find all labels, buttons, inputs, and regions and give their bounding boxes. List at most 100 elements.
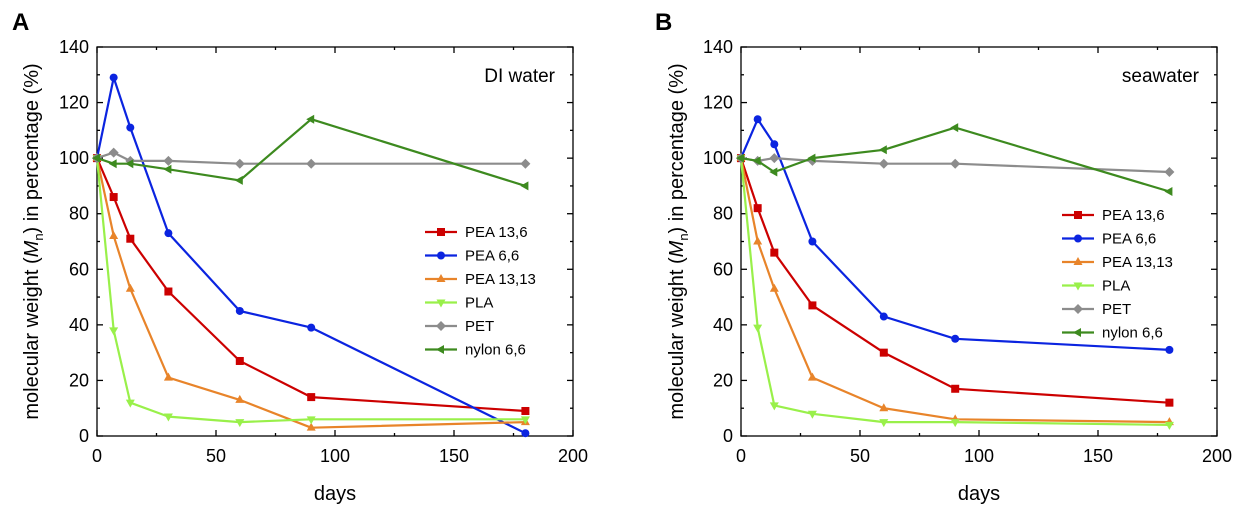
data-point [109,327,119,336]
data-point [125,283,135,292]
data-point [235,306,244,315]
y-tick-label: 60 [69,259,89,279]
y-tick-label: 60 [713,259,733,279]
series-nylon-6-6 [92,114,529,191]
data-point [163,372,173,381]
series-pea-6-6 [737,115,1174,354]
data-point [753,324,763,333]
data-point [951,384,960,393]
legend-marker [1073,282,1083,291]
data-point [950,419,960,428]
data-point [235,394,245,403]
y-axis-title-suffix: ) in percentage (%) [21,63,43,233]
data-point [306,416,316,425]
data-point [807,153,816,163]
data-point [878,158,889,169]
y-tick-label: 20 [69,370,89,390]
panel-letter: B [655,9,672,36]
panel-letter: A [12,9,29,36]
data-point [520,416,530,425]
data-point [1164,421,1174,430]
y-tick-label: 0 [79,426,89,446]
x-tick-label: 200 [1202,446,1232,466]
legend-entry: nylon 6,6 [1062,325,1163,342]
series-nylon-6-6 [736,123,1173,196]
data-point [1164,167,1175,178]
series-pea-13-13 [92,153,530,431]
medium-annotation: seawater [1122,66,1200,87]
x-tick-label: 200 [558,446,588,466]
data-point [769,153,780,164]
data-point [306,158,317,169]
y-tick-label: 80 [69,204,89,224]
data-point [951,334,960,343]
data-point [807,372,817,381]
chart-panel-a: A 0 20 40 60 80 100 120 140 0 50 100 150 200 days molec… [12,9,588,505]
y-axis-title-subscript: n [31,233,46,240]
legend-entry: PET [1062,301,1131,318]
legend-marker [1073,257,1083,265]
data-point [808,301,817,310]
series-pet [92,147,531,169]
data-point [164,229,173,238]
data-point [92,153,100,163]
data-point [770,140,779,149]
legend-entry: PEA 6,6 [425,248,519,265]
data-point [520,158,531,169]
data-point [163,164,172,174]
data-point [306,114,315,124]
y-tick-label: 120 [703,93,733,113]
data-point [770,248,779,257]
legend-label: PEA 13,13 [1102,254,1173,271]
data-point [879,312,888,321]
legend-marker [437,251,445,260]
data-point [163,413,173,422]
series-line [95,157,526,429]
legend-marker [1074,211,1082,219]
legend-marker [437,228,445,236]
data-point [109,193,118,202]
legend-entry: nylon 6,6 [425,342,526,359]
series-pla [92,155,530,428]
y-axis-title: molecular weight (Mn) in percentage (%) [21,63,46,419]
legend-marker [1073,304,1083,314]
data-point [109,73,118,82]
data-point [520,181,529,191]
y-axis-title: molecular weight (Mn) in percentage (%) [666,63,691,419]
data-point [950,158,961,169]
data-point [125,399,135,408]
data-point [807,410,817,419]
data-point [108,147,119,158]
y-tick-label: 100 [703,148,733,168]
y-tick-label: 20 [713,370,733,390]
y-tick-label: 0 [723,426,733,446]
data-point [950,123,959,133]
data-point [235,356,244,365]
data-point [234,158,245,169]
x-tick-label: 150 [439,446,469,466]
legend-entry: PEA 6,6 [1062,231,1156,248]
legend-entry: PEA 13,13 [1062,254,1173,271]
series-line [95,76,526,435]
data-point [521,406,530,415]
legend-marker [436,321,446,331]
legend-marker [1073,328,1081,337]
data-point [306,422,316,431]
data-point [879,419,889,428]
data-point [808,237,817,246]
legend-entry: PET [425,318,494,335]
data-point [1164,186,1173,196]
legend-marker [436,274,446,282]
legend-label: PEA 13,6 [465,224,528,241]
x-tick-label: 150 [1083,446,1113,466]
data-point [125,159,134,169]
x-tick-label: 0 [92,446,102,466]
data-point [878,145,887,155]
legend-entry: PLA [1062,278,1130,295]
y-axis-title-suffix: ) in percentage (%) [666,63,688,233]
x-tick-label: 50 [850,446,870,466]
data-point [307,393,316,402]
y-axis-title-prefix: molecular weight ( [21,257,43,420]
data-point [126,234,135,243]
